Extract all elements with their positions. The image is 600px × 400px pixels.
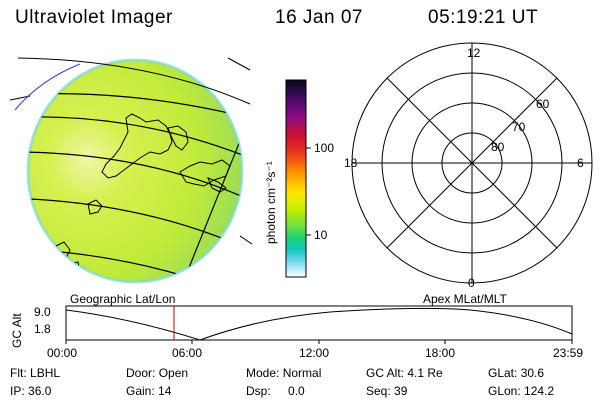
terminator-line — [14, 63, 81, 111]
info-glat: GLat: 30.6 — [488, 366, 545, 380]
info-filter: Flt: LBHL — [10, 366, 61, 380]
colorbar-label-10: 10 — [314, 228, 328, 242]
info-mode: Mode: Normal — [246, 366, 322, 380]
time-label: 05:19:21 UT — [428, 7, 539, 28]
polar-meridian-diag2 — [386, 77, 558, 249]
info-gain: Gain: 14 — [126, 384, 172, 398]
info-gc-alt-value: 4.1 Re — [407, 366, 443, 380]
info-glon-value: 124.2 — [524, 384, 555, 398]
info-glon: GLon: 124.2 — [488, 384, 555, 398]
lat-label-60: 60 — [536, 97, 550, 111]
mlt-label-0: 0 — [468, 276, 475, 290]
altitude-xticks — [65, 340, 573, 344]
polar-grid — [351, 42, 593, 284]
earth-uv-image — [9, 57, 253, 284]
colorbar-label-100: 100 — [314, 141, 335, 155]
map-caption: Geographic Lat/Lon — [70, 292, 176, 306]
info-seq: Seq: 39 — [366, 384, 408, 398]
info-door: Door: Open — [126, 366, 189, 380]
info-filter-value: LBHL — [30, 366, 61, 380]
altitude-ytick-9: 9.0 — [34, 305, 51, 319]
altitude-xtick-0600: 06:00 — [172, 346, 203, 360]
mlt-label-18: 18 — [344, 156, 358, 170]
polar-caption: Apex MLat/MLT — [423, 292, 507, 306]
info-seq-value: 39 — [394, 384, 408, 398]
altitude-xtick-1800: 18:00 — [425, 346, 456, 360]
date-label: 16 Jan 07 — [275, 7, 363, 28]
altitude-ylabel: GC Alt — [10, 313, 24, 348]
mlt-label-12: 12 — [467, 46, 481, 60]
lat-label-70: 70 — [512, 120, 526, 134]
mlt-label-6: 6 — [577, 156, 584, 170]
colorbar-unit-label: photon cm⁻²s⁻¹ — [264, 161, 278, 244]
info-glat-value: 30.6 — [520, 366, 545, 380]
colorbar-scale — [285, 79, 307, 278]
altitude-xtick-0000: 00:00 — [47, 346, 78, 360]
info-ip: IP: 36.0 — [10, 384, 52, 398]
altitude-xtick-1200: 12:00 — [299, 346, 330, 360]
instrument-title: Ultraviolet Imager — [15, 7, 173, 28]
info-dsp: Dsp: 0.0 — [246, 384, 305, 398]
earth-limb — [26, 58, 244, 284]
altitude-xtick-2359: 23:59 — [553, 346, 584, 360]
altitude-curve — [65, 307, 573, 341]
info-gain-value: 14 — [158, 384, 172, 398]
colorbar — [285, 79, 311, 278]
info-mode-value: Normal — [282, 366, 322, 380]
lat-label-80: 80 — [491, 140, 505, 154]
altitude-plot — [65, 305, 573, 344]
altitude-plot-frame — [65, 305, 573, 341]
altitude-ytick-1.8: 1.8 — [34, 322, 51, 336]
info-ip-value: 36.0 — [28, 384, 52, 398]
info-gc-alt: GC Alt: 4.1 Re — [366, 366, 443, 380]
info-door-value: Open — [158, 366, 189, 380]
info-dsp-value: 0.0 — [288, 384, 305, 398]
